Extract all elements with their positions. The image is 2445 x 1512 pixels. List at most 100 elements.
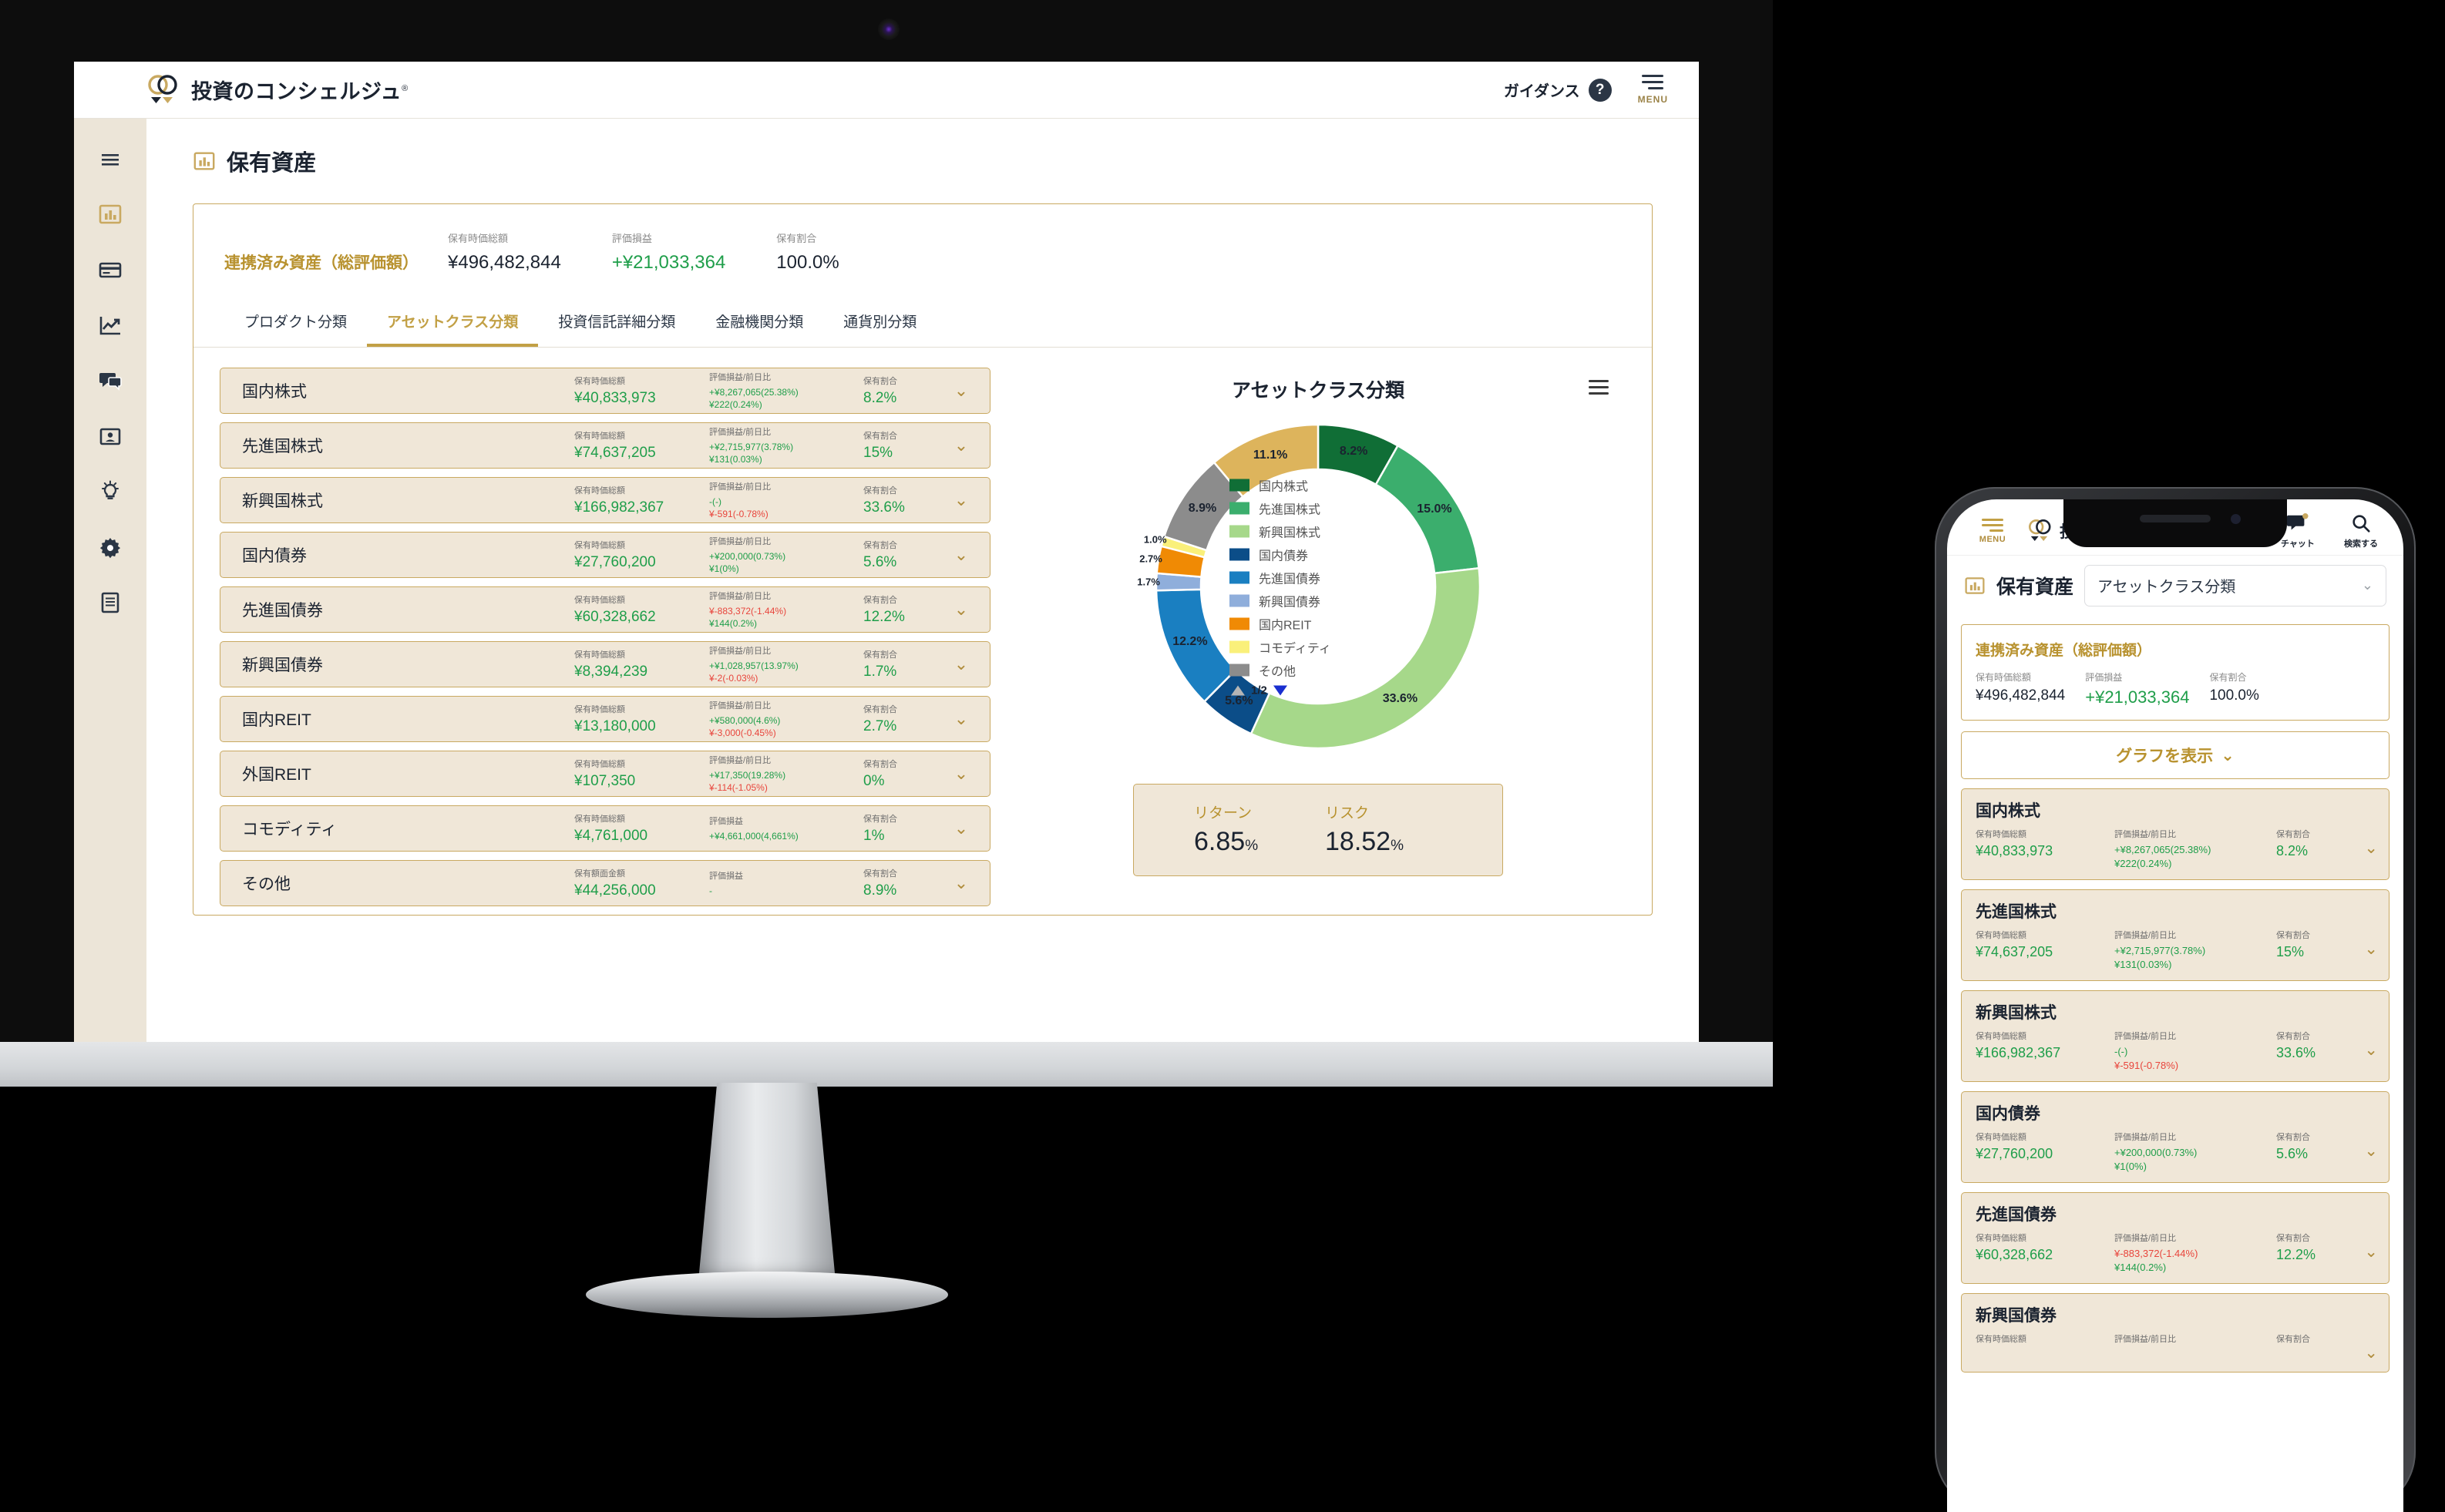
legend-item[interactable]: 国内株式 xyxy=(1229,476,1407,495)
legend-label: 新興国債券 xyxy=(1259,596,1321,610)
mobile-menu-button[interactable]: MENU xyxy=(1966,518,2020,544)
table-row[interactable]: 先進国債券 保有時価総額 ¥60,328,662 評価損益/前日比 ¥-883,372(… xyxy=(220,586,990,633)
sidebar-item-menu[interactable] xyxy=(95,143,126,174)
share-cell: 保有割合 5.6% xyxy=(863,539,948,571)
donut-segment[interactable] xyxy=(1212,423,1320,499)
cell-value: +¥2,715,977(3.78%) xyxy=(709,441,794,452)
legend-item[interactable]: コモディティ xyxy=(1229,638,1407,657)
legend-item[interactable]: 国内債券 xyxy=(1229,546,1407,564)
tab-fund-detail[interactable]: 投資信託詳細分類 xyxy=(558,314,676,331)
chevron-down-icon[interactable]: ⌄ xyxy=(953,873,969,892)
asset-name: コモディティ xyxy=(242,821,338,838)
donut-segment[interactable] xyxy=(1249,566,1481,750)
triangle-down-icon[interactable] xyxy=(1273,685,1287,696)
table-row[interactable]: 先進国株式 保有時価総額 ¥74,637,205 評価損益/前日比 +¥2,715,97… xyxy=(220,422,990,469)
show-graph-button[interactable]: グラフを表示 ⌄ xyxy=(1961,731,2390,779)
cell-value: ¥-883,372(-1.44%) xyxy=(709,605,787,617)
chevron-down-icon[interactable]: ⌄ xyxy=(953,490,969,509)
sidebar-item-settings[interactable] xyxy=(95,532,126,563)
stat-key: 保有時価総額 xyxy=(1976,672,2032,683)
list-item[interactable]: 国内株式 保有時価総額 ¥40,833,973 評価損益/前日比 +¥8,267,065… xyxy=(1961,788,2390,881)
market-value-cell: 保有時価総額 ¥8,394,239 xyxy=(574,648,709,680)
legend-item[interactable]: 国内REIT xyxy=(1229,615,1407,633)
list-item[interactable]: 新興国債券 保有時価総額 評価損益/前日比 保有割合 ⌄ xyxy=(1961,1293,2390,1373)
cell-value: 15% xyxy=(2276,944,2305,960)
chevron-down-icon[interactable]: ⌄ xyxy=(953,545,969,564)
legend-item[interactable]: その他 xyxy=(1229,661,1407,680)
chevron-down-icon[interactable]: ⌄ xyxy=(2364,1142,2378,1161)
sidebar-item-performance[interactable] xyxy=(95,310,126,341)
cell-value: ¥166,982,367 xyxy=(1976,1045,2061,1061)
legend-item[interactable]: 先進国株式 xyxy=(1229,499,1407,518)
brand-logo[interactable]: 投資のコンシェルジュ® xyxy=(146,74,409,106)
table-row[interactable]: 新興国株式 保有時価総額 ¥166,982,367 評価損益/前日比 -(-) ¥-591… xyxy=(220,477,990,523)
chevron-down-icon[interactable]: ⌄ xyxy=(2364,1344,2378,1362)
classification-select[interactable]: アセットクラス分類 ⌄ xyxy=(2084,564,2386,606)
mobile-cards-list: 国内株式 保有時価総額 ¥40,833,973 評価損益/前日比 +¥8,267,065… xyxy=(1947,788,2403,1373)
donut-segment-label: 12.2% xyxy=(1172,634,1208,648)
pl-cell: 評価損益/前日比 ¥-883,372(-1.44%) ¥144(0.2%) xyxy=(709,590,863,630)
cell-key: 評価損益/前日比 xyxy=(709,646,772,656)
chevron-down-icon[interactable]: ⌄ xyxy=(953,600,969,619)
market-value-cell: 保有時価総額 ¥74,637,205 xyxy=(574,429,709,462)
legend-item[interactable]: 新興国株式 xyxy=(1229,522,1407,541)
legend-item[interactable]: 新興国債券 xyxy=(1229,592,1407,610)
menu-button[interactable]: MENU xyxy=(1638,75,1668,105)
stat-value: ¥496,482,844 xyxy=(1976,687,2066,704)
sidebar-item-profile[interactable] xyxy=(95,421,126,452)
chevron-down-icon[interactable]: ⌄ xyxy=(2364,940,2378,959)
tab-currency[interactable]: 通貨別分類 xyxy=(843,314,917,331)
tab-institution[interactable]: 金融機関分類 xyxy=(715,314,804,331)
chart-menu-icon[interactable] xyxy=(1589,380,1609,395)
chevron-down-icon[interactable]: ⌄ xyxy=(953,764,969,783)
table-row[interactable]: 国内REIT 保有時価総額 ¥13,180,000 評価損益/前日比 +¥580,000… xyxy=(220,696,990,742)
cell-key: 保有割合 xyxy=(2276,1335,2310,1345)
tab-product[interactable]: プロダクト分類 xyxy=(244,314,348,331)
chevron-down-icon[interactable]: ⌄ xyxy=(953,435,969,455)
tab-asset-class[interactable]: アセットクラス分類 xyxy=(367,297,539,347)
table-row[interactable]: 新興国債券 保有時価総額 ¥8,394,239 評価損益/前日比 +¥1,028,957… xyxy=(220,641,990,687)
legend-item[interactable]: 先進国債券 xyxy=(1229,569,1407,587)
cell-key: 保有割合 xyxy=(2276,1234,2310,1244)
list-item[interactable]: 新興国株式 保有時価総額 ¥166,982,367 評価損益/前日比 -(-) ¥-591… xyxy=(1961,990,2390,1083)
chevron-down-icon[interactable]: ⌄ xyxy=(2364,1243,2378,1262)
stat-key: 評価損益 xyxy=(611,233,652,244)
table-row[interactable]: 国内債券 保有時価総額 ¥27,760,200 評価損益/前日比 +¥200,000(0… xyxy=(220,532,990,578)
desktop-monitor: 投資のコンシェルジュ® ガイダンス ? MENU xyxy=(0,0,1773,1087)
cell-value: ¥8,394,239 xyxy=(574,664,648,680)
question-mark-icon: ? xyxy=(1588,78,1612,102)
market-value-cell: 保有時価総額 ¥27,760,200 xyxy=(574,539,709,571)
chevron-down-icon[interactable]: ⌄ xyxy=(953,381,969,400)
table-row[interactable]: その他 保有額面金額 ¥44,256,000 評価損益 - 保有割合 8.9% ⌄ xyxy=(220,860,990,906)
legend-swatch xyxy=(1229,594,1249,607)
risk-unit: % xyxy=(1391,838,1404,854)
triangle-up-icon[interactable] xyxy=(1231,685,1245,696)
select-value: アセットクラス分類 xyxy=(2097,579,2236,596)
chevron-down-icon[interactable]: ⌄ xyxy=(953,709,969,728)
sidebar-item-assets[interactable] xyxy=(95,199,126,230)
chevron-down-icon[interactable]: ⌄ xyxy=(953,818,969,838)
sidebar-item-accounts[interactable] xyxy=(95,254,126,285)
cell-value: 2.7% xyxy=(863,718,897,734)
cell-value: ¥40,833,973 xyxy=(1976,843,2053,858)
chevron-down-icon[interactable]: ⌄ xyxy=(2364,1041,2378,1060)
list-item[interactable]: 国内債券 保有時価総額 ¥27,760,200 評価損益/前日比 +¥200,000(0… xyxy=(1961,1091,2390,1184)
page-title-text: 保有資産 xyxy=(227,151,317,176)
mobile-search-button[interactable]: 検索する xyxy=(2337,513,2385,549)
mobile-chat-button[interactable]: チャット xyxy=(2274,512,2322,549)
list-item[interactable]: 先進国株式 保有時価総額 ¥74,637,205 評価損益/前日比 +¥2,715,97… xyxy=(1961,889,2390,982)
sidebar-item-chat[interactable] xyxy=(95,365,126,396)
guidance-button[interactable]: ガイダンス ? xyxy=(1504,78,1612,102)
table-row[interactable]: 国内株式 保有時価総額 ¥40,833,973 評価損益/前日比 +¥8,267,065… xyxy=(220,368,990,414)
chevron-down-icon[interactable]: ⌄ xyxy=(953,654,969,674)
summary-stat: 保有割合 100.0% xyxy=(776,230,839,274)
gear-icon xyxy=(99,538,121,559)
sidebar-item-insights[interactable] xyxy=(95,476,126,507)
list-item[interactable]: 先進国債券 保有時価総額 ¥60,328,662 評価損益/前日比 ¥-883,372(… xyxy=(1961,1192,2390,1285)
sidebar-item-reports[interactable] xyxy=(95,587,126,618)
legend-label: 先進国債券 xyxy=(1259,573,1321,586)
legend-pager[interactable]: 1/2 xyxy=(1229,684,1407,697)
chevron-down-icon[interactable]: ⌄ xyxy=(2364,839,2378,857)
table-row[interactable]: コモディティ 保有時価総額 ¥4,761,000 評価損益 +¥4,661,000(4,… xyxy=(220,805,990,852)
table-row[interactable]: 外国REIT 保有時価総額 ¥107,350 評価損益/前日比 +¥17,350(19.… xyxy=(220,751,990,797)
